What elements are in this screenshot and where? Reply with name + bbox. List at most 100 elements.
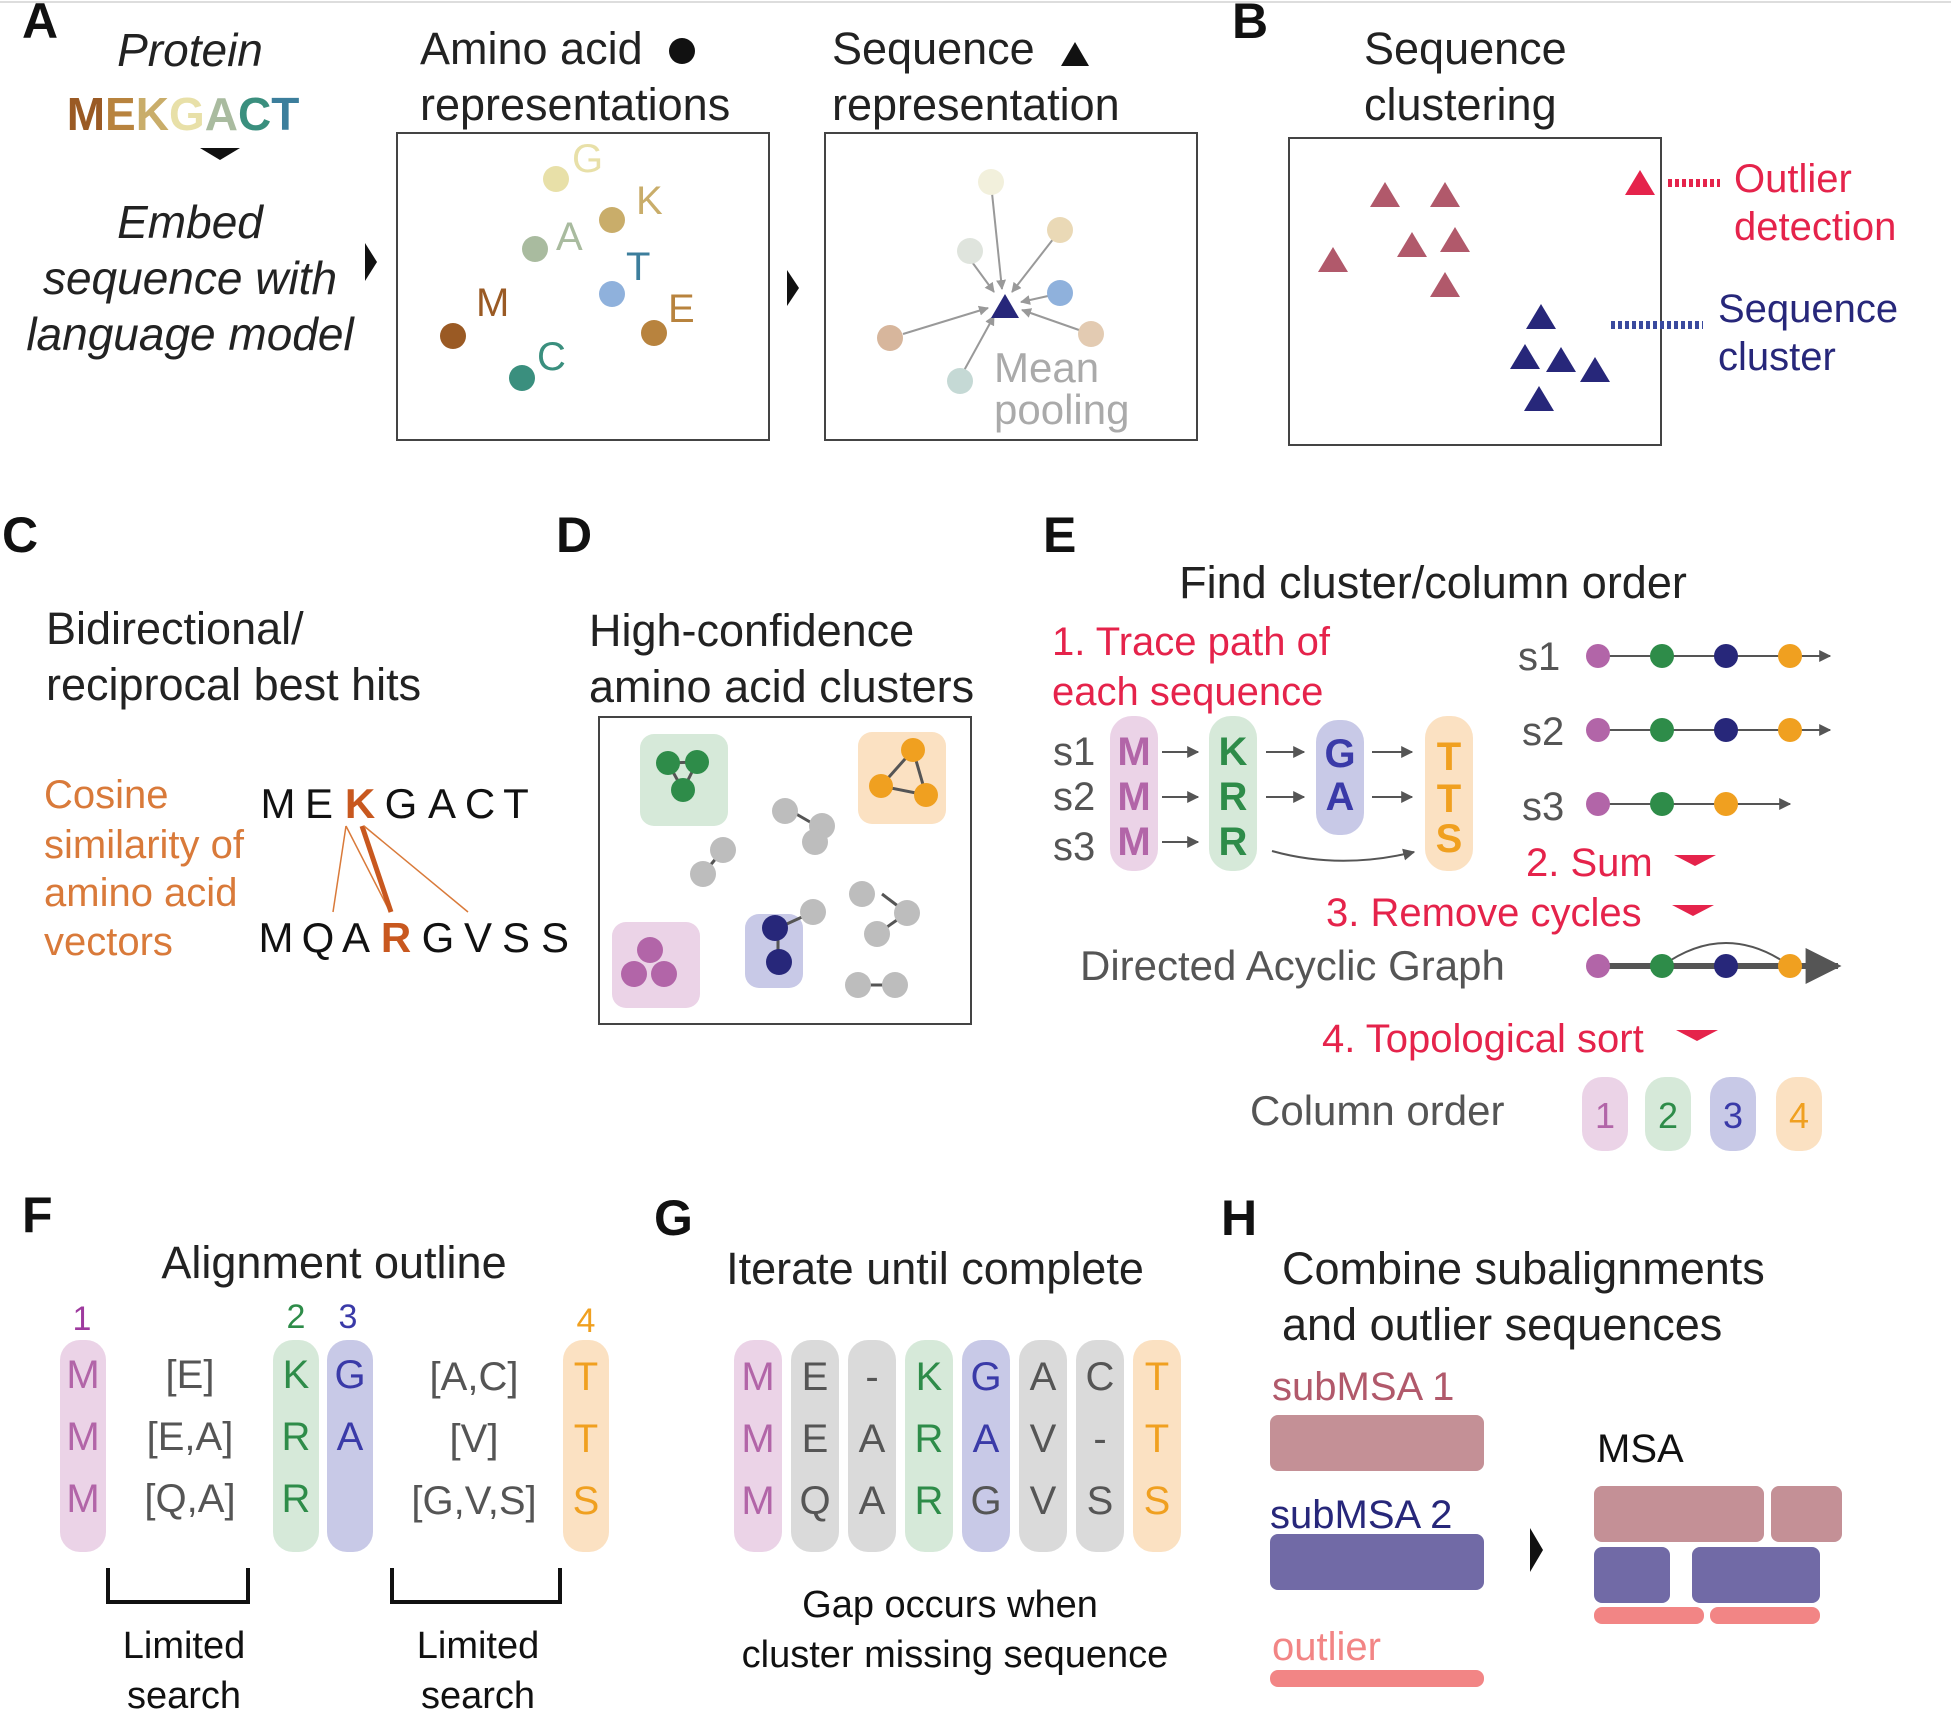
aa-embedding-box bbox=[396, 132, 770, 441]
sequence-bottom: M Q A R G V S S bbox=[259, 914, 570, 961]
seq-bottom-residue: M bbox=[259, 914, 294, 961]
panel-letter-e: E bbox=[1043, 507, 1076, 563]
msa-block bbox=[1692, 1547, 1820, 1603]
seq-label: s1 bbox=[1053, 730, 1095, 774]
clusters-box bbox=[598, 716, 972, 1025]
col4-letter: T bbox=[1437, 777, 1461, 821]
order-number: 4 bbox=[1789, 1095, 1809, 1136]
order-number: 1 bbox=[1595, 1095, 1615, 1136]
protein-residue: C bbox=[238, 88, 271, 140]
g-cell: M bbox=[741, 1479, 774, 1523]
seq-bottom-residue: S bbox=[502, 914, 530, 961]
f-gap1-text: [E] bbox=[166, 1353, 215, 1397]
order-number: 3 bbox=[1723, 1095, 1743, 1136]
column-1-pill bbox=[1110, 716, 1158, 871]
g-column-bg bbox=[962, 1340, 1010, 1552]
aa-points: G K A T M E C bbox=[440, 137, 695, 391]
step3-label: 3. Remove cycles bbox=[1326, 891, 1642, 935]
g-cell: S bbox=[1087, 1479, 1114, 1523]
g-title: Iterate until complete bbox=[726, 1243, 1144, 1294]
msa-block bbox=[1771, 1486, 1842, 1542]
outlier-label-line: detection bbox=[1734, 205, 1896, 249]
col3-letter: A bbox=[1326, 775, 1355, 819]
g-cell: T bbox=[1145, 1417, 1169, 1461]
column-2-pill bbox=[1209, 716, 1257, 871]
dag-label: Directed Acyclic Graph bbox=[1080, 942, 1505, 989]
aa-point-a bbox=[522, 236, 548, 262]
cluster-label-line: Sequence bbox=[1718, 287, 1898, 331]
panel-c: C Bidirectional/ reciprocal best hits Co… bbox=[2, 507, 569, 964]
seq-embedding-box bbox=[824, 132, 1198, 441]
panel-g: G Iterate until complete M M M E E Q - A… bbox=[654, 1190, 1181, 1676]
skip-arrow bbox=[1271, 848, 1416, 862]
col4-letter: S bbox=[1436, 817, 1463, 861]
seq-top-residue: G bbox=[385, 780, 418, 827]
h-title-line: and outlier sequences bbox=[1282, 1299, 1722, 1350]
step2-label: 2. Sum bbox=[1526, 841, 1653, 885]
seq-title-line: Sequence bbox=[832, 23, 1035, 74]
outlier-label: outlier bbox=[1272, 1625, 1381, 1669]
e-title: Find cluster/column order bbox=[1179, 557, 1687, 608]
submsa2-bar bbox=[1270, 1534, 1484, 1590]
down-arrow-icon bbox=[200, 148, 240, 160]
g-column-bg bbox=[791, 1340, 839, 1552]
mean-embedding-triangle bbox=[991, 294, 1019, 318]
g-cell: S bbox=[1144, 1479, 1171, 1523]
cosine-label-line: Cosine bbox=[44, 773, 169, 817]
c-title-line: Bidirectional/ bbox=[46, 603, 304, 654]
g-cell: A bbox=[973, 1417, 1000, 1461]
seq-top-residue: C bbox=[465, 780, 495, 827]
seq-bottom-residue: V bbox=[464, 914, 492, 961]
submsa2-label: subMSA 2 bbox=[1270, 1493, 1452, 1537]
d-title-line: High-confidence bbox=[589, 605, 914, 656]
red-cluster-triangles bbox=[1318, 182, 1470, 297]
g-column-bg bbox=[1019, 1340, 1067, 1552]
clustering-box bbox=[1288, 137, 1662, 446]
panel-letter-b: B bbox=[1232, 0, 1268, 49]
b-title-line: Sequence bbox=[1364, 23, 1567, 74]
g-cell: A bbox=[859, 1479, 886, 1523]
g-cell: C bbox=[1086, 1355, 1115, 1399]
col1-letter: M bbox=[1117, 775, 1150, 819]
g-cell: V bbox=[1030, 1417, 1057, 1461]
aa-point-c bbox=[509, 365, 535, 391]
column-4-pill bbox=[1425, 716, 1473, 871]
g-column-bg bbox=[905, 1340, 953, 1552]
aa-point-g bbox=[543, 166, 569, 192]
col-number: 2 bbox=[287, 1298, 306, 1336]
g-cell: K bbox=[916, 1355, 943, 1399]
embed-text-line: sequence with bbox=[43, 252, 337, 304]
f-col2-letter: R bbox=[282, 1477, 311, 1521]
orange-cluster-nodes bbox=[869, 738, 938, 807]
embed-text-line: Embed bbox=[117, 196, 264, 248]
aa-point-label: A bbox=[556, 215, 583, 259]
triangle-icon bbox=[1061, 42, 1089, 66]
step1-line: 1. Trace path of bbox=[1052, 620, 1331, 664]
aa-point-label: M bbox=[476, 281, 509, 325]
down-arrow-icon bbox=[1672, 905, 1714, 916]
down-arrow-icon bbox=[1674, 855, 1716, 866]
panel-letter-d: D bbox=[556, 507, 592, 563]
f-gap2-text: [G,V,S] bbox=[411, 1479, 536, 1523]
search-label-line: search bbox=[421, 1675, 535, 1717]
step4-label: 4. Topological sort bbox=[1322, 1017, 1644, 1061]
col1-letter: M bbox=[1117, 820, 1150, 864]
msa-outlier-block bbox=[1594, 1607, 1704, 1624]
aa-point-label: T bbox=[626, 245, 650, 289]
path-seq-label: s2 bbox=[1522, 710, 1564, 754]
f-col1-letter: M bbox=[66, 1477, 99, 1521]
f-col4-letter: T bbox=[574, 1417, 598, 1461]
aa-title-line: Amino acid bbox=[420, 23, 643, 74]
seq-top-residue: M bbox=[261, 780, 296, 827]
col2-letter: R bbox=[1219, 775, 1248, 819]
f-column-3 bbox=[327, 1340, 373, 1552]
protein-residue: G bbox=[169, 88, 205, 140]
panel-e: E Find cluster/column order 1. Trace pat… bbox=[1043, 507, 1842, 1151]
g-cell: R bbox=[915, 1479, 944, 1523]
panel-h: H Combine subalignments and outlier sequ… bbox=[1221, 1190, 1842, 1687]
gray-nodes bbox=[690, 798, 920, 998]
submsa1-label: subMSA 1 bbox=[1272, 1365, 1454, 1409]
panel-letter-a: A bbox=[22, 0, 58, 49]
f-column-1 bbox=[60, 1340, 106, 1552]
f-gap1-text: [Q,A] bbox=[144, 1477, 235, 1521]
